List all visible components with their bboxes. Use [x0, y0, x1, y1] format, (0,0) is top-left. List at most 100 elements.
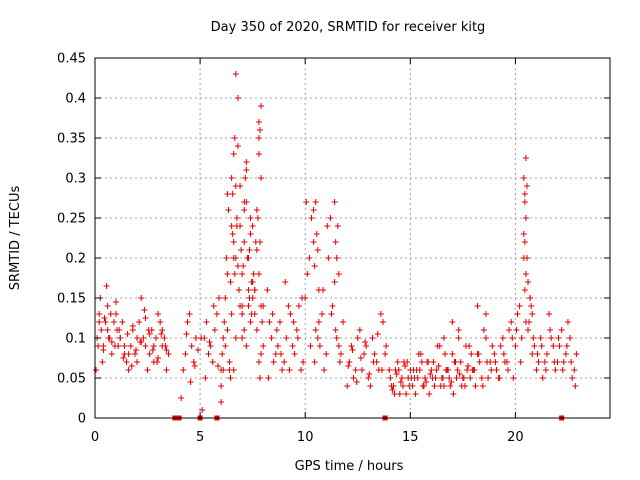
- data-point: [142, 315, 149, 321]
- data-point: [101, 315, 108, 321]
- data-point: [541, 359, 548, 365]
- data-point: [468, 351, 475, 357]
- y-tick-label: 0.05: [57, 372, 86, 387]
- data-point: [564, 319, 571, 325]
- data-point: [237, 183, 244, 189]
- data-point: [96, 319, 103, 325]
- data-point: [398, 375, 405, 381]
- data-point: [335, 271, 342, 277]
- data-point: [505, 367, 512, 373]
- data-point: [403, 391, 410, 397]
- data-point: [165, 351, 172, 357]
- data-point: [95, 343, 102, 349]
- data-point: [425, 359, 432, 365]
- data-point: [527, 295, 534, 301]
- data-point: [183, 331, 190, 337]
- data-point: [269, 311, 276, 317]
- data-point: [273, 327, 280, 333]
- data-point: [229, 191, 236, 197]
- data-point: [279, 367, 286, 373]
- data-point: [455, 327, 462, 333]
- data-point: [333, 335, 340, 341]
- data-point: [243, 159, 250, 165]
- data-point: [546, 311, 553, 317]
- data-point: [437, 383, 444, 389]
- data-point: [188, 343, 195, 349]
- data-point: [431, 383, 438, 389]
- data-point: [121, 343, 128, 349]
- data-point: [563, 343, 570, 349]
- data-point: [439, 375, 446, 381]
- data-point: [539, 375, 546, 381]
- data-point: [406, 383, 413, 389]
- data-point: [104, 327, 111, 333]
- data-point: [555, 335, 562, 341]
- plot-frame: [94, 57, 611, 419]
- data-point: [192, 335, 199, 341]
- y-tick-label: 0.2: [65, 252, 86, 267]
- data-point: [335, 343, 342, 349]
- data-point: [246, 247, 253, 253]
- data-point: [572, 383, 579, 389]
- data-point: [152, 335, 159, 341]
- data-point: [423, 379, 430, 385]
- data-point: [293, 327, 300, 333]
- data-point: [397, 379, 404, 385]
- data-point: [531, 343, 538, 349]
- data-point: [299, 295, 306, 301]
- data-point: [184, 319, 191, 325]
- data-point: [216, 295, 223, 301]
- data-point: [492, 359, 499, 365]
- data-point: [371, 351, 378, 357]
- data-point: [295, 303, 302, 309]
- y-tick-label: 0.35: [57, 132, 86, 147]
- data-point: [350, 375, 357, 381]
- data-point: [220, 335, 227, 341]
- data-point: [260, 343, 267, 349]
- data-point: [224, 327, 231, 333]
- data-point: [98, 327, 105, 333]
- data-point: [238, 247, 245, 253]
- data-point: [195, 347, 201, 353]
- data-point: [255, 271, 262, 277]
- data-point: [198, 335, 205, 341]
- data-point: [255, 151, 262, 157]
- data-point: [239, 335, 246, 341]
- data-point: [123, 359, 130, 365]
- data-point: [521, 239, 528, 245]
- data-point: [521, 191, 528, 197]
- data-point: [241, 239, 248, 245]
- data-point: [568, 359, 575, 365]
- data-point: [286, 367, 293, 373]
- data-point: [558, 327, 565, 333]
- data-point: [209, 359, 216, 365]
- data-point: [125, 351, 132, 357]
- data-point: [134, 359, 141, 365]
- data-point: [310, 239, 317, 245]
- data-point: [499, 335, 506, 341]
- data-point: [448, 379, 455, 385]
- data-point: [349, 347, 356, 353]
- data-point: [366, 371, 373, 377]
- data-point: [388, 383, 395, 389]
- data-point: [528, 303, 535, 309]
- data-point: [245, 287, 252, 293]
- data-point: [116, 327, 123, 333]
- data-point: [521, 287, 528, 293]
- data-point: [226, 359, 233, 365]
- data-point: [447, 383, 454, 389]
- data-point: [258, 351, 265, 357]
- data-point: [120, 355, 127, 361]
- data-point: [402, 363, 409, 369]
- data-point: [308, 215, 315, 221]
- data-point: [377, 311, 384, 317]
- data-point: [518, 335, 525, 341]
- data-point: [463, 343, 470, 349]
- data-point: [569, 375, 576, 381]
- data-point: [556, 343, 563, 349]
- data-point: [354, 335, 361, 341]
- data-point: [426, 391, 433, 397]
- data-point: [567, 335, 574, 341]
- data-point: [102, 319, 109, 325]
- data-point: [414, 375, 421, 381]
